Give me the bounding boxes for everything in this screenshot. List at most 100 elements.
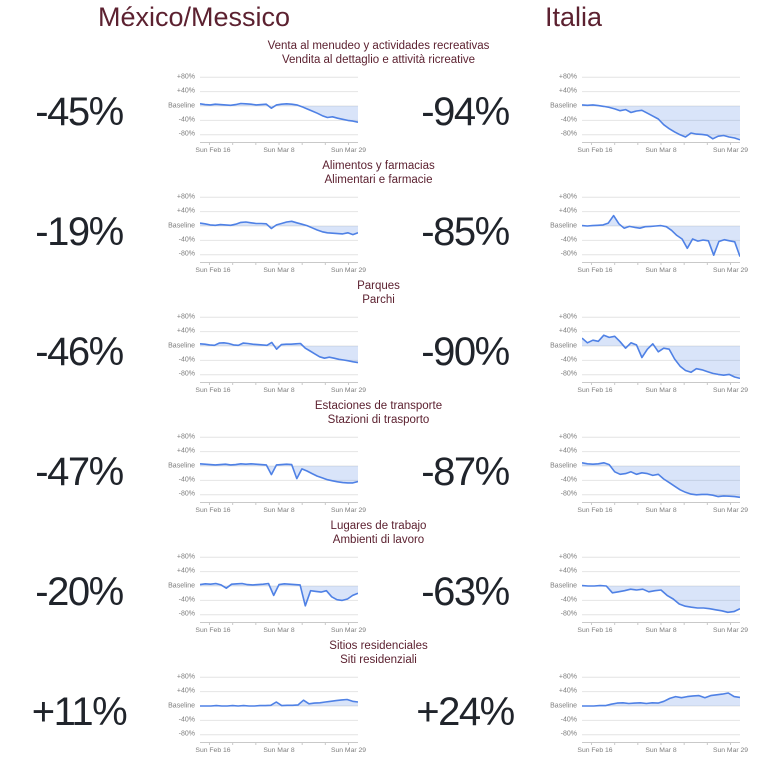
category-title-es: Venta al menudeo y actividades recreativ…	[267, 40, 490, 52]
italia-trend-chart: +80% +40% Baseline -40% -80% Sun Feb 16 Sun Ma…	[540, 310, 757, 395]
x-axis-labels: Sun Feb 16 Sun Mar 8 Sun Mar 29	[577, 386, 748, 395]
x-axis-labels: Sun Feb 16 Sun Mar 8 Sun Mar 29	[195, 266, 366, 275]
x-axis-tick-label: Sun Feb 16	[195, 146, 231, 154]
category-row-transit: Estaciones de transporte Stazioni di tra…	[0, 396, 757, 516]
x-axis-tick-label: Sun Mar 8	[263, 146, 295, 154]
x-axis-tick-label: Sun Mar 8	[263, 746, 295, 754]
y-axis-tick-label: +80%	[558, 313, 577, 321]
y-axis-tick-label: Baseline	[168, 582, 195, 589]
italia-change-value: -87%	[421, 449, 510, 494]
category-title: Alimentos y farmacias Alimentari e farma…	[0, 156, 757, 189]
y-axis-tick-label: -80%	[560, 730, 577, 738]
y-axis-tick-label: -80%	[560, 370, 577, 378]
y-axis-tick-label: -40%	[560, 716, 577, 724]
category-row-residential: Sitios residenciales Siti residenziali +…	[0, 636, 757, 756]
category-row-parks: Parques Parchi -46% +80% +40% Baseline -40%…	[0, 276, 757, 396]
category-title-it: Vendita al dettaglio e attività ricreati…	[281, 54, 476, 67]
y-axis-tick-label: -80%	[560, 250, 577, 258]
y-axis-tick-label: -80%	[560, 130, 577, 138]
y-axis-tick-label: +80%	[558, 433, 577, 441]
category-title-it: Ambienti di lavoro	[332, 534, 425, 547]
y-axis-tick-label: +80%	[176, 433, 195, 441]
x-axis-tick-label: Sun Mar 8	[263, 386, 295, 394]
x-axis-tick-label: Sun Mar 29	[330, 146, 367, 154]
y-axis-tick-label: -40%	[560, 476, 577, 484]
y-axis-tick-label: -80%	[560, 610, 577, 618]
x-axis-labels: Sun Feb 16 Sun Mar 8 Sun Mar 29	[577, 146, 748, 155]
y-axis-tick-label: Baseline	[168, 102, 195, 109]
x-axis-labels: Sun Feb 16 Sun Mar 8 Sun Mar 29	[577, 506, 748, 515]
y-axis-labels: +80% +40% Baseline -40% -80%	[540, 70, 582, 142]
y-axis-tick-label: +80%	[558, 193, 577, 201]
y-axis-labels: +80% +40% Baseline -40% -80%	[158, 190, 200, 262]
row-body: -47% +80% +40% Baseline -40% -80% Sun Feb 16 S…	[0, 429, 757, 515]
x-axis-tick-label: Sun Mar 29	[330, 506, 367, 514]
x-axis-tick-label: Sun Feb 16	[195, 626, 231, 634]
y-axis-tick-label: Baseline	[550, 462, 577, 469]
x-axis-tick-label: Sun Feb 16	[195, 266, 231, 274]
y-axis-tick-label: +80%	[176, 313, 195, 321]
y-axis-tick-label: +80%	[558, 673, 577, 681]
y-axis-labels: +80% +40% Baseline -40% -80%	[158, 70, 200, 142]
x-axis-labels: Sun Feb 16 Sun Mar 8 Sun Mar 29	[195, 146, 366, 155]
y-axis-labels: +80% +40% Baseline -40% -80%	[540, 310, 582, 382]
y-axis-tick-label: +40%	[176, 327, 195, 335]
mexico-change-value: -20%	[35, 569, 124, 614]
category-title-es: Estaciones de transporte	[314, 400, 443, 412]
y-axis-labels: +80% +40% Baseline -40% -80%	[158, 430, 200, 502]
row-body: -46% +80% +40% Baseline -40% -80% Sun Feb 16 S…	[0, 309, 757, 395]
y-axis-tick-label: Baseline	[168, 462, 195, 469]
x-axis-labels: Sun Feb 16 Sun Mar 8 Sun Mar 29	[577, 266, 748, 275]
category-title-es: Lugares de trabajo	[330, 520, 427, 532]
x-axis-labels: Sun Feb 16 Sun Mar 8 Sun Mar 29	[577, 626, 748, 635]
y-axis-tick-label: -40%	[178, 476, 195, 484]
mexico-change-value: -19%	[35, 209, 124, 254]
y-axis-tick-label: +40%	[176, 687, 195, 695]
x-axis-tick-label: Sun Mar 8	[645, 386, 677, 394]
y-axis-tick-label: -40%	[178, 716, 195, 724]
y-axis-tick-label: +80%	[558, 553, 577, 561]
x-axis-tick-label: Sun Feb 16	[577, 146, 613, 154]
trend-line-plot	[582, 436, 740, 505]
x-axis-tick-label: Sun Feb 16	[577, 386, 613, 394]
y-axis-tick-label: Baseline	[168, 342, 195, 349]
trend-line-plot	[200, 316, 358, 385]
x-axis-tick-label: Sun Mar 8	[645, 266, 677, 274]
y-axis-tick-label: +80%	[176, 73, 195, 81]
category-title: Lugares de trabajo Ambienti di lavoro	[0, 516, 757, 549]
italia-change-value: -63%	[421, 569, 510, 614]
y-axis-tick-label: +80%	[176, 553, 195, 561]
y-axis-tick-label: -40%	[178, 236, 195, 244]
y-axis-tick-label: +40%	[558, 327, 577, 335]
category-title-es: Sitios residenciales	[329, 640, 428, 652]
x-axis-tick-label: Sun Mar 29	[330, 746, 367, 754]
y-axis-tick-label: -40%	[560, 236, 577, 244]
y-axis-tick-label: -40%	[178, 596, 195, 604]
y-axis-labels: +80% +40% Baseline -40% -80%	[158, 550, 200, 622]
y-axis-tick-label: -40%	[560, 116, 577, 124]
x-axis-tick-label: Sun Mar 8	[263, 266, 295, 274]
column-header-italia: Italia	[545, 2, 603, 32]
y-axis-tick-label: Baseline	[550, 342, 577, 349]
x-axis-tick-label: Sun Mar 8	[645, 626, 677, 634]
trend-line-plot	[582, 196, 740, 265]
y-axis-tick-label: +80%	[176, 193, 195, 201]
x-axis-tick-label: Sun Mar 29	[712, 266, 749, 274]
y-axis-labels: +80% +40% Baseline -40% -80%	[540, 430, 582, 502]
mexico-trend-chart: +80% +40% Baseline -40% -80% Sun Feb 16 Sun Ma…	[158, 190, 366, 275]
trend-line-plot	[582, 316, 740, 385]
italia-change-value: -94%	[421, 89, 510, 134]
category-rows: Venta al menudeo y actividades recreativ…	[0, 36, 757, 756]
y-axis-tick-label: -80%	[178, 610, 195, 618]
y-axis-tick-label: Baseline	[550, 702, 577, 709]
y-axis-tick-label: +40%	[558, 207, 577, 215]
category-title-es: Parques	[357, 280, 400, 292]
y-axis-tick-label: -40%	[178, 356, 195, 364]
y-axis-tick-label: -40%	[178, 116, 195, 124]
italia-trend-chart: +80% +40% Baseline -40% -80% Sun Feb 16 Sun Ma…	[540, 670, 757, 755]
category-row-workplaces: Lugares de trabajo Ambienti di lavoro -2…	[0, 516, 757, 636]
y-axis-labels: +80% +40% Baseline -40% -80%	[158, 310, 200, 382]
y-axis-tick-label: +40%	[558, 87, 577, 95]
category-row-grocery: Alimentos y farmacias Alimentari e farma…	[0, 156, 757, 276]
trend-line-plot	[582, 556, 740, 625]
